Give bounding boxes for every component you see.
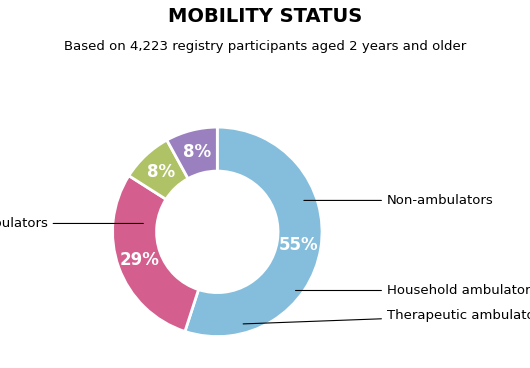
Text: Community ambulators: Community ambulators (0, 217, 143, 230)
Wedge shape (185, 127, 322, 337)
Text: MOBILITY STATUS: MOBILITY STATUS (168, 7, 362, 26)
Text: Based on 4,223 registry participants aged 2 years and older: Based on 4,223 registry participants age… (64, 40, 466, 53)
Text: Household ambulators: Household ambulators (296, 284, 530, 297)
Wedge shape (129, 140, 188, 199)
Text: 55%: 55% (279, 236, 319, 254)
Text: 8%: 8% (147, 163, 175, 181)
Text: Non-ambulators: Non-ambulators (304, 194, 494, 207)
Wedge shape (112, 176, 199, 332)
Text: Therapeutic ambulators: Therapeutic ambulators (243, 309, 530, 324)
Text: 29%: 29% (119, 251, 160, 269)
Text: 8%: 8% (183, 143, 211, 161)
Wedge shape (167, 127, 217, 178)
